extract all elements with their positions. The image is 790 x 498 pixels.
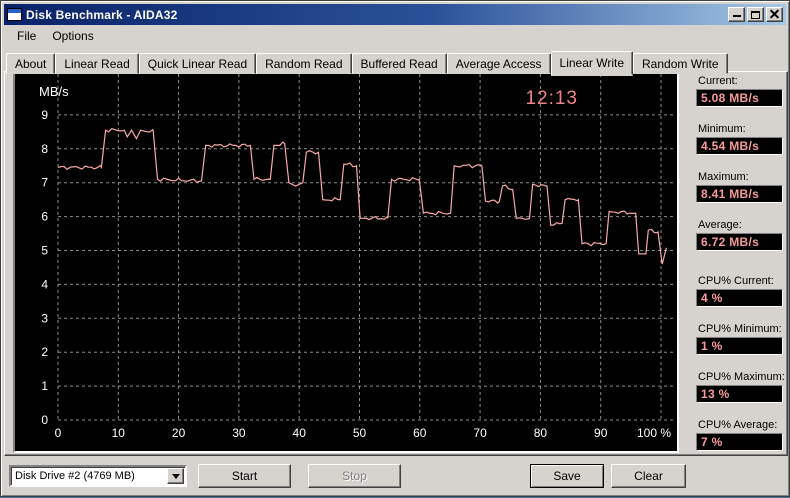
svg-text:8: 8 [41,142,48,156]
tab-buffered-read[interactable]: Buffered Read [351,53,447,74]
bottom-bar: Disk Drive #2 (4769 MB) Start Stop Save … [1,456,790,498]
minimize-button[interactable] [728,7,745,22]
tab-quick-linear-read[interactable]: Quick Linear Read [138,53,257,74]
stat-value-cpu-average-text: 7 % [701,435,723,449]
close-button[interactable] [766,7,783,22]
svg-text:0: 0 [55,426,62,440]
stat-label-maximum: Maximum: [698,171,749,183]
close-icon [770,10,779,19]
stat-value-cpu-maximum-text: 13 % [701,387,730,401]
svg-text:MB/s: MB/s [39,84,69,99]
stat-label-cpu-maximum: CPU% Maximum: [698,371,785,383]
stat-label-cpu-current: CPU% Current: [698,275,774,287]
stat-value-cpu-minimum-text: 1 % [701,339,723,353]
svg-text:1: 1 [41,379,48,393]
tab-linear-write[interactable]: Linear Write [550,51,634,76]
clear-button[interactable]: Clear [611,464,686,488]
maximize-button[interactable] [747,7,764,22]
benchmark-chart: 0 1 2 3 4 5 6 7 8 9 0 10 20 30 40 50 60 70 80 90 100 % MB/s 12… [13,72,679,453]
svg-text:100 %: 100 % [637,426,671,440]
svg-text:12:13: 12:13 [525,88,578,109]
svg-text:40: 40 [293,426,307,440]
tab-strip: About Linear Read Quick Linear Read Rand… [6,51,728,76]
chevron-down-icon [171,473,180,479]
stat-value-minimum-text: 4.54 MB/s [701,139,760,153]
tab-average-access[interactable]: Average Access [446,53,551,74]
drive-select-dropdown-button[interactable] [167,468,184,484]
svg-text:5: 5 [41,244,48,258]
stat-label-cpu-minimum: CPU% Minimum: [698,323,782,335]
svg-text:80: 80 [534,426,548,440]
start-button-label: Start [231,469,258,483]
window-title: Disk Benchmark - AIDA32 [26,7,178,22]
svg-text:20: 20 [172,426,186,440]
drive-select[interactable]: Disk Drive #2 (4769 MB) [9,465,187,487]
svg-text:90: 90 [594,426,608,440]
save-button-label: Save [553,469,581,483]
svg-text:60: 60 [413,426,427,440]
stat-value-maximum: 8.41 MB/s [696,185,783,203]
minimize-icon [732,10,741,17]
svg-text:7: 7 [41,176,48,190]
stat-value-average: 6.72 MB/s [696,233,783,251]
svg-text:0: 0 [41,413,48,427]
title-bar[interactable]: Disk Benchmark - AIDA32 [4,4,786,25]
stat-label-current: Current: [698,75,738,87]
app-window-icon [7,8,22,21]
svg-text:6: 6 [41,210,48,224]
start-button[interactable]: Start [198,464,291,488]
stat-label-minimum: Minimum: [698,123,746,135]
svg-text:4: 4 [41,277,48,291]
stat-value-average-text: 6.72 MB/s [701,235,760,249]
svg-text:3: 3 [41,311,48,325]
stat-label-cpu-average: CPU% Average: [698,419,778,431]
stat-value-minimum: 4.54 MB/s [696,137,783,155]
stat-label-average: Average: [698,219,742,231]
menu-bar: File Options [4,26,786,45]
svg-text:10: 10 [112,426,126,440]
tab-linear-read[interactable]: Linear Read [55,53,139,74]
tab-random-read[interactable]: Random Read [256,53,352,74]
stat-value-current-text: 5.08 MB/s [701,91,760,105]
svg-text:2: 2 [41,345,48,359]
stat-value-current: 5.08 MB/s [696,89,783,107]
stat-value-cpu-minimum: 1 % [696,337,783,355]
menu-options[interactable]: Options [52,28,94,43]
stop-button: Stop [308,464,401,488]
svg-text:50: 50 [353,426,367,440]
maximize-icon [751,10,760,19]
stop-button-label: Stop [342,469,367,483]
clear-button-label: Clear [634,469,663,483]
tab-random-write[interactable]: Random Write [633,53,728,74]
drive-select-value: Disk Drive #2 (4769 MB) [15,470,135,482]
stat-value-cpu-current: 4 % [696,289,783,307]
stat-value-maximum-text: 8.41 MB/s [701,187,760,201]
svg-text:9: 9 [41,108,48,122]
stat-value-cpu-current-text: 4 % [701,291,723,305]
tab-about[interactable]: About [6,53,56,74]
svg-text:70: 70 [473,426,487,440]
svg-text:30: 30 [232,426,246,440]
stat-value-cpu-maximum: 13 % [696,385,783,403]
save-button[interactable]: Save [530,464,604,488]
stat-value-cpu-average: 7 % [696,433,783,451]
menu-file[interactable]: File [17,28,37,43]
